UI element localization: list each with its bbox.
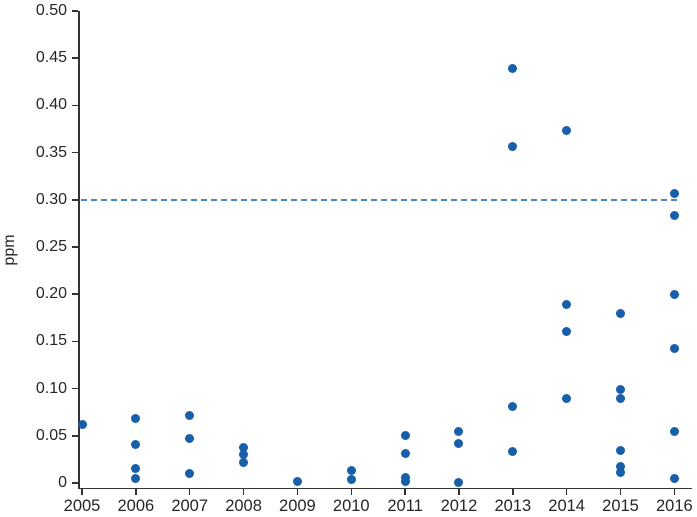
- x-tick-label: 2008: [225, 497, 262, 515]
- data-point: [669, 473, 679, 483]
- data-point: [185, 434, 195, 444]
- data-point: [454, 477, 464, 487]
- data-point: [616, 385, 625, 395]
- data-point: [562, 394, 572, 404]
- x-tick-label: 2007: [171, 497, 209, 515]
- threshold-reference-line: [81, 199, 677, 201]
- data-point: [346, 466, 356, 476]
- y-tick-label: 0: [58, 474, 67, 491]
- y-axis-title: ppm: [1, 234, 18, 266]
- data-point: [185, 410, 195, 420]
- x-tick-label: 2015: [602, 497, 639, 515]
- x-tick-label: 2006: [117, 497, 155, 515]
- x-tick: [673, 489, 676, 495]
- data-point: [669, 188, 679, 198]
- data-point: [454, 426, 464, 436]
- data-point: [185, 469, 195, 479]
- data-point: [239, 450, 249, 460]
- y-tick: [71, 199, 78, 201]
- data-point: [131, 464, 141, 474]
- data-point: [131, 473, 141, 483]
- x-tick-label: 2016: [655, 497, 693, 515]
- data-point: [508, 64, 518, 74]
- data-point: [616, 446, 625, 456]
- x-tick: [188, 489, 191, 495]
- data-point: [562, 300, 572, 310]
- y-tick: [71, 435, 78, 437]
- data-point: [616, 308, 625, 318]
- y-tick-label: 0.30: [35, 190, 67, 208]
- x-tick-label: 2009: [279, 497, 316, 515]
- data-point: [400, 449, 410, 459]
- x-tick: [242, 489, 245, 495]
- data-point: [508, 142, 518, 152]
- data-point: [239, 457, 249, 467]
- data-point: [131, 414, 141, 424]
- y-tick: [71, 151, 78, 154]
- x-tick-label: 2010: [332, 497, 370, 515]
- y-tick: [71, 293, 78, 295]
- x-tick: [458, 489, 460, 495]
- data-point: [400, 431, 410, 441]
- data-point: [131, 439, 141, 449]
- data-point: [562, 326, 572, 336]
- x-tick-label: 2014: [548, 497, 585, 515]
- x-tick: [81, 489, 83, 495]
- y-tick: [71, 340, 78, 343]
- data-point: [454, 438, 464, 448]
- y-tick-label: 0.50: [35, 2, 67, 19]
- y-tick-label: 0.05: [35, 426, 67, 444]
- data-point: [508, 402, 518, 412]
- y-axis-line: [78, 11, 80, 489]
- data-point: [616, 462, 625, 472]
- data-point: [616, 394, 625, 404]
- y-tick-label: 0.15: [35, 332, 67, 350]
- x-tick-label: 2012: [440, 497, 478, 515]
- data-point: [346, 474, 356, 484]
- y-tick-label: 0.45: [35, 49, 67, 67]
- y-tick: [71, 482, 78, 484]
- y-tick: [71, 57, 78, 59]
- y-tick-label: 0.20: [35, 285, 67, 303]
- x-tick-label: 2011: [387, 497, 423, 515]
- x-tick-label: 2013: [494, 497, 532, 515]
- x-tick: [135, 489, 137, 495]
- data-point: [292, 476, 302, 486]
- data-point: [508, 447, 518, 457]
- x-axis-line: [78, 487, 692, 489]
- x-tick: [512, 489, 514, 495]
- x-tick-label: 2005: [63, 497, 101, 515]
- x-tick: [619, 489, 622, 495]
- data-point: [669, 426, 679, 436]
- x-tick: [350, 489, 352, 495]
- y-tick-label: 0.10: [35, 379, 67, 397]
- y-tick: [71, 10, 78, 12]
- y-tick: [71, 104, 78, 107]
- data-point: [669, 344, 679, 354]
- data-point: [669, 289, 679, 299]
- y-tick-label: 0.25: [35, 238, 67, 255]
- data-point: [669, 211, 679, 221]
- data-point: [616, 468, 625, 478]
- y-tick-label: 0.40: [35, 96, 67, 114]
- x-tick: [296, 489, 299, 495]
- x-tick: [404, 489, 406, 495]
- data-point: [562, 126, 572, 136]
- data-point: [239, 442, 249, 452]
- data-point: [77, 419, 87, 429]
- y-tick: [71, 246, 78, 248]
- y-tick: [71, 387, 78, 390]
- x-tick: [565, 489, 568, 495]
- data-point: [400, 476, 410, 486]
- y-tick-label: 0.35: [35, 143, 67, 161]
